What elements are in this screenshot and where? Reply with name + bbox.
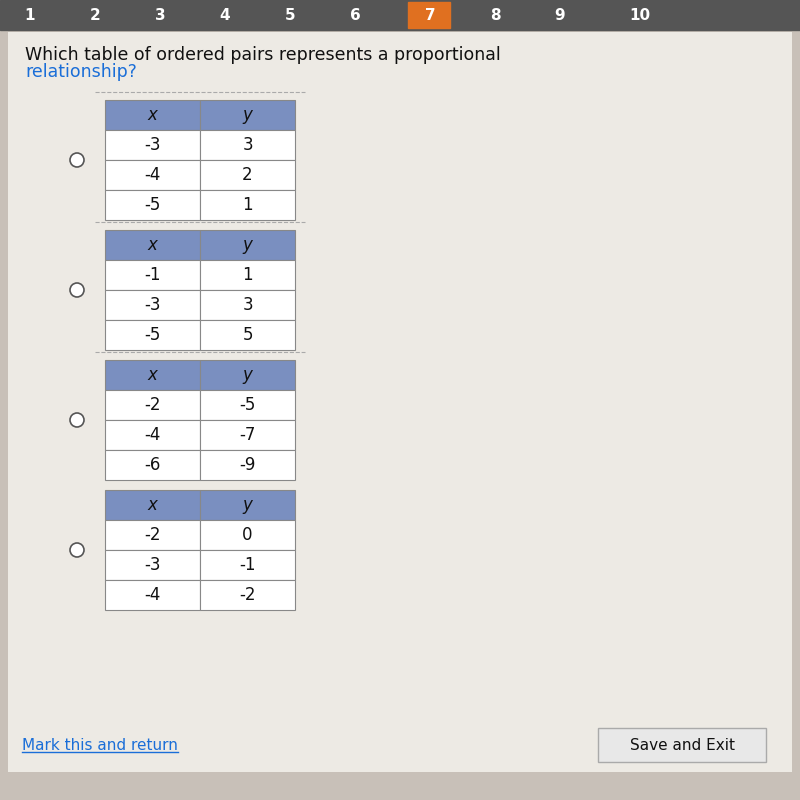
Bar	[0, 0, 800, 30]
Bar	[105, 190, 200, 220]
Text: -1: -1	[144, 266, 161, 284]
Text: relationship?: relationship?	[25, 63, 137, 81]
Bar	[200, 360, 295, 390]
Text: x: x	[147, 106, 158, 124]
Text: -2: -2	[144, 526, 161, 544]
Text: y: y	[242, 496, 253, 514]
Bar	[105, 420, 200, 450]
Bar	[105, 490, 200, 520]
Circle shape	[70, 413, 84, 427]
Bar	[538, 2, 580, 28]
Text: 0: 0	[242, 526, 253, 544]
Bar	[200, 550, 295, 580]
Text: 1: 1	[242, 196, 253, 214]
Bar	[138, 2, 180, 28]
Text: -3: -3	[144, 136, 161, 154]
Text: 3: 3	[242, 296, 253, 314]
Text: -2: -2	[144, 396, 161, 414]
Bar	[105, 360, 200, 390]
Bar	[105, 450, 200, 480]
Text: 9: 9	[554, 7, 566, 22]
Text: Which table of ordered pairs represents a proportional: Which table of ordered pairs represents …	[25, 46, 506, 64]
Bar	[105, 290, 200, 320]
Text: y: y	[242, 106, 253, 124]
Bar	[200, 490, 295, 520]
Bar	[105, 390, 200, 420]
Text: 7: 7	[425, 7, 435, 22]
Bar	[200, 260, 295, 290]
Text: x: x	[147, 496, 158, 514]
Text: -1: -1	[239, 556, 256, 574]
Bar	[105, 320, 200, 350]
Text: 1: 1	[242, 266, 253, 284]
Text: 10: 10	[630, 7, 650, 22]
Text: 2: 2	[90, 7, 100, 22]
Text: -5: -5	[144, 196, 161, 214]
Text: -5: -5	[239, 396, 256, 414]
Bar	[8, 2, 50, 28]
Bar	[105, 160, 200, 190]
Circle shape	[70, 283, 84, 297]
Bar	[105, 550, 200, 580]
Text: 3: 3	[154, 7, 166, 22]
Circle shape	[70, 153, 84, 167]
Circle shape	[70, 543, 84, 557]
Bar	[105, 520, 200, 550]
Bar	[200, 100, 295, 130]
Bar	[105, 100, 200, 130]
Bar	[203, 2, 245, 28]
Bar	[200, 580, 295, 610]
Bar	[73, 2, 115, 28]
Text: 4: 4	[220, 7, 230, 22]
Text: y: y	[242, 236, 253, 254]
Text: -7: -7	[239, 426, 256, 444]
Text: -4: -4	[144, 426, 161, 444]
Text: x: x	[147, 366, 158, 384]
Bar	[200, 390, 295, 420]
Bar	[200, 230, 295, 260]
Text: -9: -9	[239, 456, 256, 474]
Bar	[618, 2, 660, 28]
Text: Save and Exit: Save and Exit	[630, 738, 734, 753]
Text: -5: -5	[144, 326, 161, 344]
Bar	[200, 450, 295, 480]
Text: -4: -4	[144, 586, 161, 604]
Text: -4: -4	[144, 166, 161, 184]
Text: 6: 6	[350, 7, 360, 22]
Bar	[408, 2, 450, 28]
Text: 5: 5	[242, 326, 253, 344]
Text: x: x	[147, 236, 158, 254]
Text: 1: 1	[25, 7, 35, 22]
Text: -3: -3	[144, 556, 161, 574]
Bar	[200, 320, 295, 350]
Text: y: y	[242, 366, 253, 384]
Bar	[200, 160, 295, 190]
Bar	[200, 290, 295, 320]
Text: -6: -6	[144, 456, 161, 474]
Bar	[268, 2, 310, 28]
Text: Mark this and return: Mark this and return	[22, 738, 178, 753]
Bar	[333, 2, 375, 28]
Bar	[105, 580, 200, 610]
Bar	[105, 230, 200, 260]
Bar	[200, 130, 295, 160]
Bar	[598, 728, 766, 762]
Text: 5: 5	[285, 7, 295, 22]
Text: 8: 8	[490, 7, 500, 22]
Bar	[200, 190, 295, 220]
Text: -2: -2	[239, 586, 256, 604]
Bar	[105, 260, 200, 290]
Text: 3: 3	[242, 136, 253, 154]
Text: 2: 2	[242, 166, 253, 184]
Text: -3: -3	[144, 296, 161, 314]
Bar	[200, 520, 295, 550]
Bar	[473, 2, 515, 28]
Bar	[200, 420, 295, 450]
Bar	[105, 130, 200, 160]
